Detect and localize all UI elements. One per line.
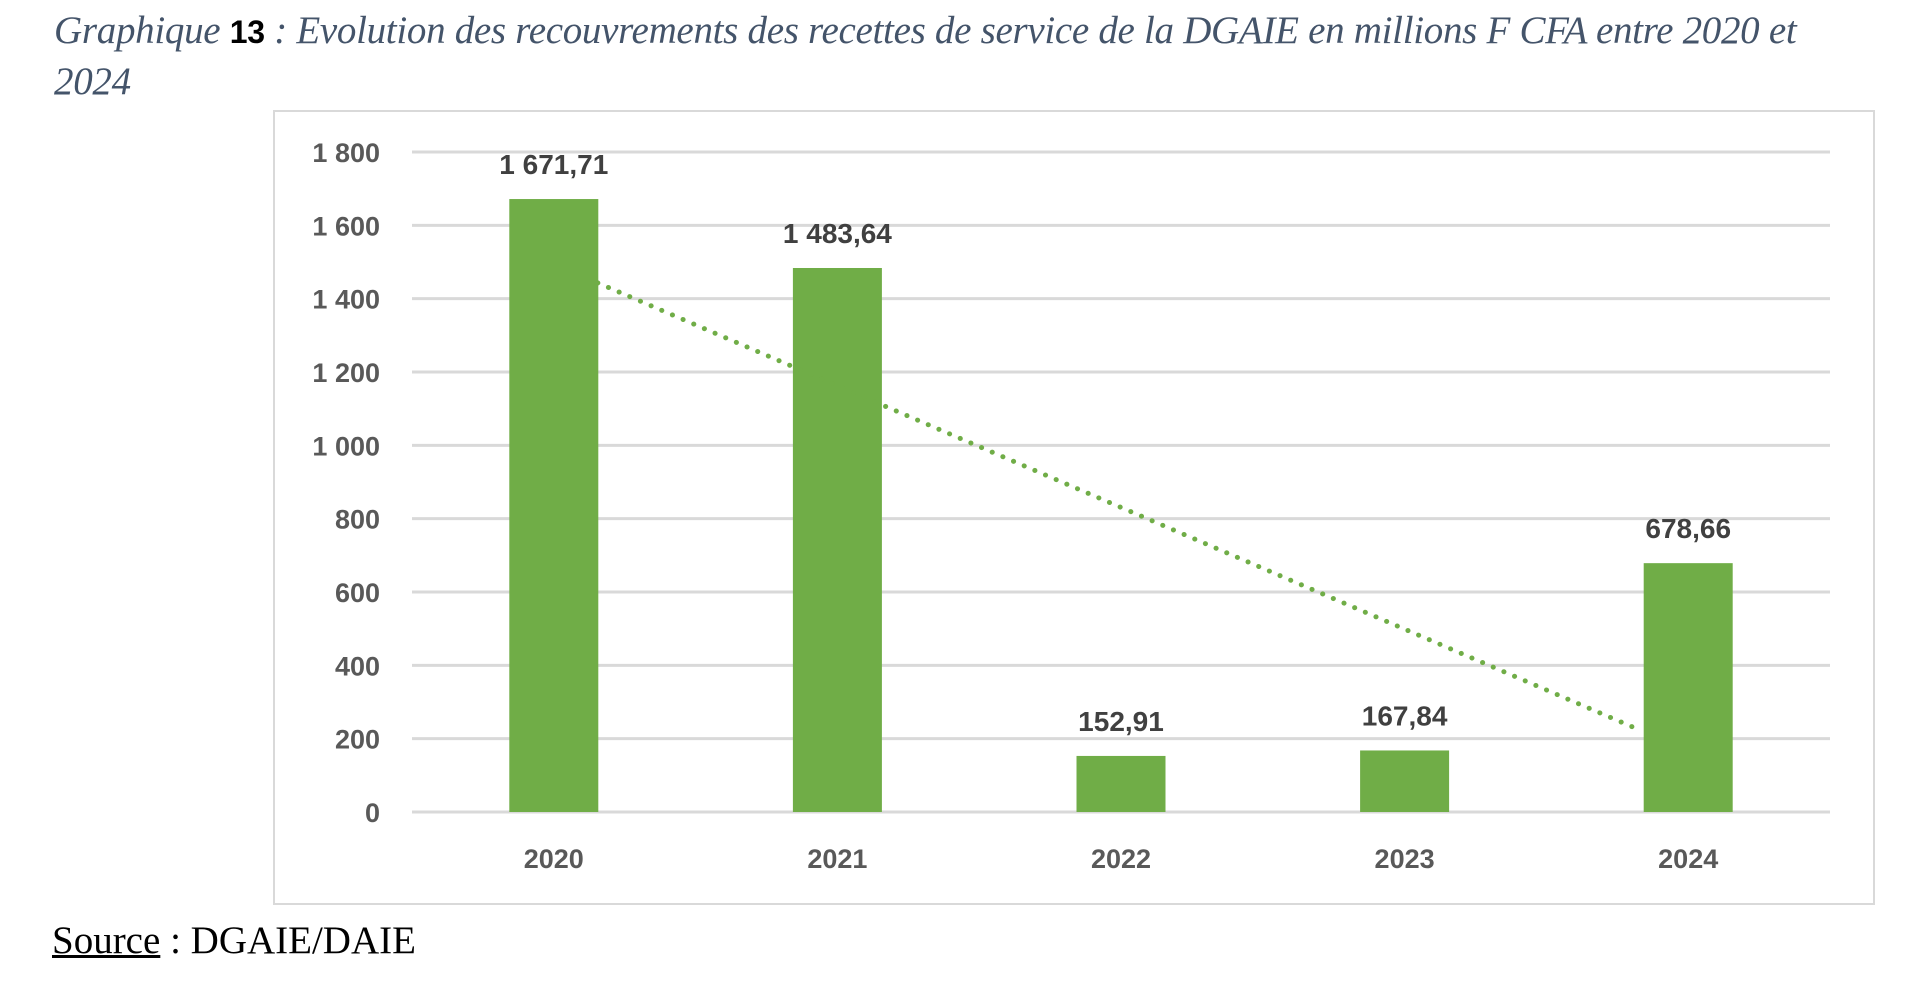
- bar-2021: [792, 267, 882, 812]
- caption-prefix: Graphique: [54, 9, 230, 52]
- x-tick-label: 2023: [1375, 844, 1435, 874]
- y-tick-label: 600: [335, 578, 380, 608]
- bar-2022: [1076, 755, 1166, 812]
- caption-text: : Evolution des recouvrements des recett…: [54, 9, 1797, 103]
- source-note: Source : DGAIE/DAIE: [52, 918, 416, 963]
- x-tick-label: 2020: [524, 844, 584, 874]
- y-axis-ticks: 0 200 400 600 800 1 000 1 200 1 400 1 600 1 800: [312, 138, 380, 828]
- x-tick-label: 2022: [1091, 844, 1151, 874]
- bar-2020: [509, 199, 599, 812]
- bar-2023: [1360, 750, 1450, 812]
- caption-number: 13: [229, 14, 265, 50]
- bar-2024: [1643, 563, 1733, 812]
- data-label: 1 671,71: [499, 149, 608, 180]
- data-labels: 1 671,71 1 483,64 152,91 167,84 678,66: [499, 149, 1731, 737]
- source-value: DGAIE/DAIE: [190, 919, 416, 962]
- trendline: [595, 280, 1645, 734]
- x-tick-label: 2024: [1658, 844, 1718, 874]
- y-tick-label: 400: [335, 651, 380, 681]
- x-axis-ticks: 2020 2021 2022 2023 2024: [524, 844, 1718, 874]
- y-tick-label: 1 000: [312, 431, 380, 461]
- chart-caption: Graphique 13 : Evolution des recouvremen…: [54, 6, 1874, 107]
- data-label: 152,91: [1078, 706, 1164, 737]
- trendline-layer: [595, 280, 1645, 734]
- x-tick-label: 2021: [807, 844, 867, 874]
- y-tick-label: 1 600: [312, 211, 380, 241]
- y-tick-label: 800: [335, 505, 380, 535]
- source-separator: :: [160, 919, 191, 962]
- y-tick-label: 1 400: [312, 285, 380, 315]
- y-tick-label: 200: [335, 725, 380, 755]
- data-label: 167,84: [1362, 700, 1448, 731]
- source-label: Source: [52, 919, 161, 962]
- y-tick-label: 1 200: [312, 358, 380, 388]
- y-tick-label: 0: [365, 798, 380, 828]
- bars: [509, 199, 1733, 812]
- data-label: 678,66: [1645, 513, 1731, 544]
- chart-frame: [273, 110, 1875, 905]
- y-tick-label: 1 800: [312, 138, 380, 168]
- data-label: 1 483,64: [783, 218, 892, 249]
